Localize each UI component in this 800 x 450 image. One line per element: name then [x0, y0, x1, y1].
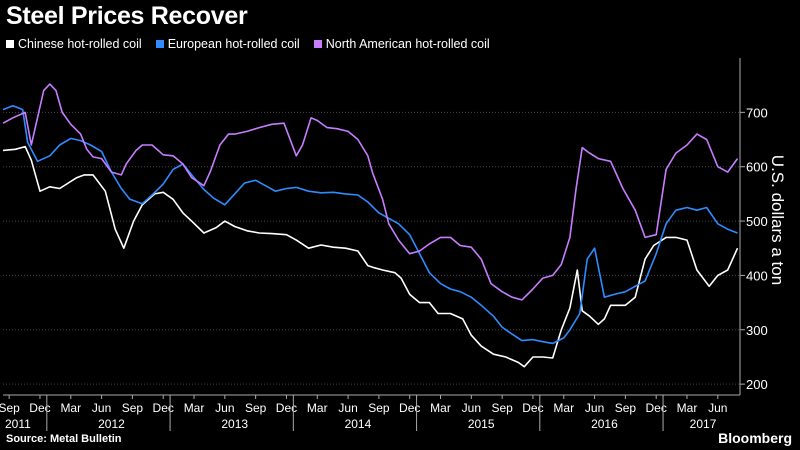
legend-swatch-chinese [6, 40, 14, 48]
legend-label-chinese: Chinese hot-rolled coil [18, 37, 142, 51]
y-tick-label-600: 600 [746, 160, 768, 175]
bloomberg-logo: Bloomberg [718, 430, 792, 446]
legend-label-north-american: North American hot-rolled coil [325, 37, 490, 51]
series-line-european [2, 105, 738, 345]
x-tick-label-4: Sep [122, 401, 144, 415]
x-tick-label-15: Jun [462, 401, 481, 415]
year-label-2012: 2012 [98, 417, 125, 431]
y-tick-label-700: 700 [746, 105, 768, 120]
x-tick-label-13: Dec [399, 401, 420, 415]
year-label-2013: 2013 [221, 417, 248, 431]
legend-item-north-american: North American hot-rolled coil [313, 37, 490, 51]
y-tick-label-400: 400 [746, 268, 768, 283]
x-tick-label-5: Dec [153, 401, 174, 415]
year-label-2015: 2015 [468, 417, 495, 431]
year-label-2017: 2017 [690, 417, 717, 431]
chart-title: Steel Prices Recover [6, 2, 248, 30]
x-tick-label-9: Dec [276, 401, 297, 415]
x-tick-label-19: Jun [585, 401, 604, 415]
x-tick-label-22: Mar [677, 401, 698, 415]
legend-item-european: European hot-rolled coil [155, 37, 300, 51]
year-label-2016: 2016 [591, 417, 618, 431]
x-tick-label-21: Dec [646, 401, 667, 415]
x-tick-label-6: Mar [184, 401, 205, 415]
y-tick-label-500: 500 [746, 214, 768, 229]
x-tick-label-23: Jun [708, 401, 727, 415]
x-tick-label-0: Sep [0, 401, 20, 415]
legend: Chinese hot-rolled coil European hot-rol… [6, 37, 490, 51]
x-tick-label-10: Mar [307, 401, 328, 415]
x-tick-label-1: Dec [29, 401, 50, 415]
y-tick-label-200: 200 [746, 377, 768, 392]
legend-item-chinese: Chinese hot-rolled coil [6, 37, 142, 51]
x-tick-label-7: Jun [215, 401, 234, 415]
legend-swatch-north-american [313, 40, 322, 48]
x-tick-label-14: Mar [430, 401, 451, 415]
source-note: Source: Metal Bulletin [6, 433, 122, 445]
y-axis-label: U.S. dollars a ton [768, 154, 787, 286]
x-tick-label-18: Mar [553, 401, 574, 415]
series-line-north-american [2, 83, 739, 301]
x-tick-label-8: Sep [245, 401, 267, 415]
y-tick-label-300: 300 [746, 323, 768, 338]
year-label-2014: 2014 [345, 417, 372, 431]
x-tick-label-2: Mar [60, 401, 81, 415]
legend-label-european: European hot-rolled coil [167, 37, 300, 51]
series-line-chinese [2, 145, 739, 368]
x-tick-label-12: Sep [368, 401, 390, 415]
year-label-2011: 2011 [5, 417, 31, 431]
x-tick-label-17: Dec [522, 401, 543, 415]
x-tick-label-16: Sep [491, 401, 513, 415]
x-tick-label-11: Jun [338, 401, 357, 415]
x-tick-label-20: Sep [615, 401, 637, 415]
x-tick-label-3: Jun [92, 401, 111, 415]
legend-swatch-european [155, 40, 164, 48]
